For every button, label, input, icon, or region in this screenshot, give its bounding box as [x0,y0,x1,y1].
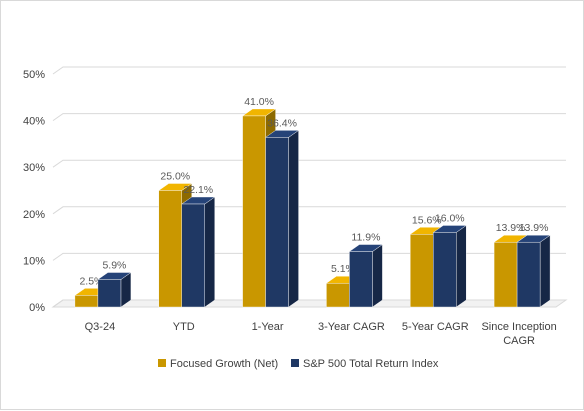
data-label: 11.9% [351,232,380,244]
data-label: 41.0% [244,96,274,108]
data-label: 25.0% [160,171,190,183]
x-tick-label: 1-Year [252,321,284,333]
legend-swatch [291,359,299,367]
gridline [52,206,566,215]
gridline [52,66,566,75]
y-tick-label: 50% [23,69,45,81]
bar-sp500 [433,232,457,308]
bar-sp500 [516,242,541,308]
data-label: 5.1% [331,263,355,275]
data-label: 13.9% [519,222,549,234]
bar-side [288,129,299,308]
y-tick-label: 40% [23,116,45,128]
y-tick-label: 30% [23,162,45,174]
bar-sp500 [181,203,205,308]
x-tick-label: CAGR [503,335,535,347]
chart-floor [51,299,568,308]
data-label: 22.1% [183,184,213,196]
bar-side [372,244,383,308]
bar-sp500 [265,137,289,308]
x-tick-label: Since Inception [481,321,556,333]
gridline [52,299,566,308]
x-tick-label: 5-Year CAGR [402,321,469,333]
x-tick-label: Q3-24 [85,321,116,333]
data-label: 2.5% [79,275,103,287]
y-tick-label: 10% [23,255,45,267]
bar-focused-growth [493,242,518,308]
bar-focused-growth [410,234,434,308]
bar-side [204,196,215,308]
bar-side [539,234,551,308]
bar-sp500 [97,279,122,308]
legend-label: S&P 500 Total Return Index [303,358,439,370]
gridline [52,252,566,261]
bar-sp500 [349,251,373,308]
y-tick-label: 0% [29,302,45,314]
bar-focused-growth [326,283,350,308]
x-tick-label: 3-Year CAGR [318,321,385,333]
data-label: 36.4% [267,117,297,129]
x-tick-label: YTD [173,321,195,333]
gridline [52,113,566,122]
data-label: 5.9% [102,260,126,272]
bar-focused-growth [74,295,99,308]
bar-focused-growth [158,190,182,308]
bar-focused-growth [242,115,266,308]
bar-side [456,225,467,308]
legend-label: Focused Growth (Net) [170,358,278,370]
data-label: 13.9% [496,222,526,234]
data-label: 15.6% [412,214,442,226]
data-label: 16.0% [435,212,465,224]
gridline [52,159,566,168]
legend-swatch [158,359,166,367]
y-tick-label: 20% [23,209,45,221]
